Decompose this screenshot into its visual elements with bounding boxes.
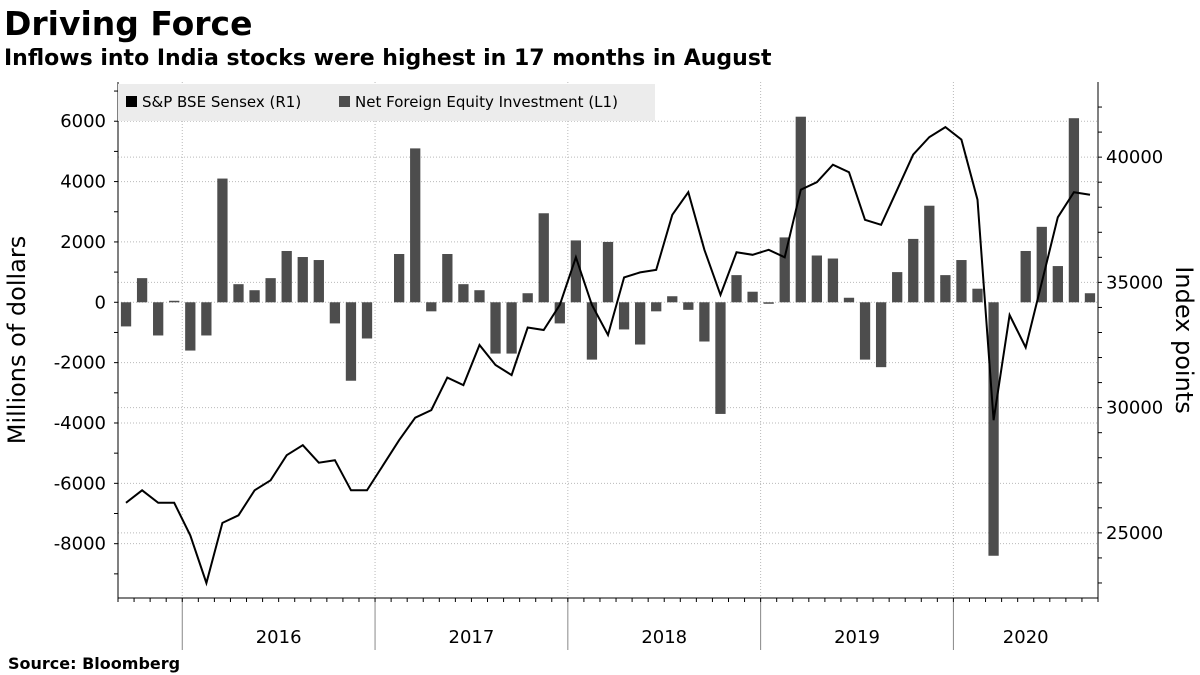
bar-net-foreign <box>538 213 549 303</box>
bar-net-foreign <box>281 250 292 303</box>
bar-net-foreign <box>634 302 646 345</box>
bar-net-foreign <box>361 302 373 339</box>
bar-net-foreign <box>329 302 341 324</box>
left-tick-labels: 6000 4000 2000 0 -2000 -4000 -6000 -8000 <box>54 111 106 554</box>
bar-net-foreign <box>843 297 855 303</box>
bar-net-foreign <box>811 255 822 303</box>
left-tick-label: -6000 <box>54 473 106 494</box>
bar-net-foreign <box>1036 226 1047 303</box>
bar-net-foreign <box>892 272 903 303</box>
bar-net-foreign <box>554 302 565 324</box>
bar-net-foreign <box>265 278 276 303</box>
chart-subtitle: Inflows into India stocks were highest i… <box>4 46 772 71</box>
left-tick-label: 0 <box>95 292 106 313</box>
bar-net-foreign <box>875 302 887 368</box>
bar-net-foreign <box>249 290 260 303</box>
bar-net-foreign <box>442 254 453 303</box>
right-tick-label: 35000 <box>1106 272 1163 293</box>
left-tick-label: 4000 <box>60 172 106 193</box>
bar-net-foreign <box>940 275 951 303</box>
year-labels: 2016 2017 2018 2019 2020 <box>256 627 1049 648</box>
grid-layer <box>118 82 1098 598</box>
bar-net-foreign <box>120 302 132 327</box>
line-sensex <box>125 125 1091 587</box>
bar-net-foreign <box>153 302 164 336</box>
bar-net-foreign <box>570 240 582 303</box>
bar-net-foreign <box>426 302 437 312</box>
bar-net-foreign <box>297 257 308 303</box>
bar-net-foreign <box>699 302 710 342</box>
bar-net-foreign <box>956 260 967 303</box>
bar-net-foreign <box>233 284 244 303</box>
bar-net-foreign <box>458 284 469 303</box>
bar-net-foreign <box>490 302 501 354</box>
bar-net-foreign <box>410 148 421 303</box>
legend-label-sensex: S&P BSE Sensex (R1) <box>142 93 301 111</box>
bar-net-foreign <box>779 237 790 303</box>
bar-net-foreign <box>506 302 517 354</box>
left-tick-label: 6000 <box>60 111 106 132</box>
year-label: 2019 <box>834 627 880 648</box>
right-tick-label: 30000 <box>1106 398 1163 419</box>
right-tick-label: 25000 <box>1106 523 1163 544</box>
bar-net-foreign <box>169 300 180 303</box>
bar-net-foreign <box>136 278 148 303</box>
bar-net-foreign <box>795 116 806 303</box>
legend-swatch-sensex <box>126 96 137 107</box>
year-label: 2018 <box>641 627 687 648</box>
bar-net-foreign <box>747 291 758 303</box>
bar-net-foreign <box>201 302 212 336</box>
bar-net-foreign <box>908 238 919 303</box>
right-tick-label: 40000 <box>1106 147 1163 168</box>
bar-net-foreign <box>763 302 774 304</box>
bar-net-foreign <box>683 302 694 310</box>
line-layer <box>125 125 1091 587</box>
bar-net-foreign <box>185 302 196 351</box>
axes-layer <box>114 82 1102 650</box>
bar-net-foreign <box>924 205 935 303</box>
legend-swatch-net-foreign <box>339 96 350 107</box>
left-tick-label: -8000 <box>54 534 106 555</box>
bar-net-foreign <box>715 302 726 414</box>
bars-layer <box>120 116 1096 556</box>
bar-net-foreign <box>827 258 839 303</box>
left-tick-label: -4000 <box>54 413 106 434</box>
bar-net-foreign <box>394 254 405 303</box>
bar-net-foreign <box>474 290 485 303</box>
bar-net-foreign <box>667 296 678 303</box>
bar-net-foreign <box>1084 293 1096 303</box>
bar-net-foreign <box>1020 250 1031 303</box>
bar-net-foreign <box>313 260 324 303</box>
bar-net-foreign <box>1052 266 1063 303</box>
bar-net-foreign <box>988 302 999 556</box>
legend-background <box>118 84 655 121</box>
bar-net-foreign <box>859 302 871 360</box>
year-label: 2017 <box>449 627 495 648</box>
legend-label-net-foreign: Net Foreign Equity Investment (L1) <box>355 93 618 111</box>
year-label: 2016 <box>256 627 302 648</box>
right-axis-title: Index points <box>1170 266 1198 413</box>
left-tick-label: 2000 <box>60 232 106 253</box>
bar-net-foreign <box>618 302 630 330</box>
bar-net-foreign <box>731 275 742 303</box>
chart-title: Driving Force <box>4 4 253 43</box>
bar-net-foreign <box>217 178 228 303</box>
legend: S&P BSE Sensex (R1) Net Foreign Equity I… <box>118 84 655 121</box>
bar-net-foreign <box>651 302 662 312</box>
right-tick-labels: 40000 35000 30000 25000 <box>1106 147 1163 544</box>
left-axis-title: Millions of dollars <box>3 236 31 445</box>
year-label: 2020 <box>1003 627 1049 648</box>
bar-net-foreign <box>586 302 598 360</box>
left-tick-label: -2000 <box>54 353 106 374</box>
bar-net-foreign <box>602 241 614 303</box>
bar-net-foreign <box>522 293 533 303</box>
bar-net-foreign <box>345 302 357 381</box>
source-note: Source: Bloomberg <box>8 654 181 673</box>
bar-net-foreign <box>972 288 983 303</box>
bar-net-foreign <box>1068 118 1080 303</box>
